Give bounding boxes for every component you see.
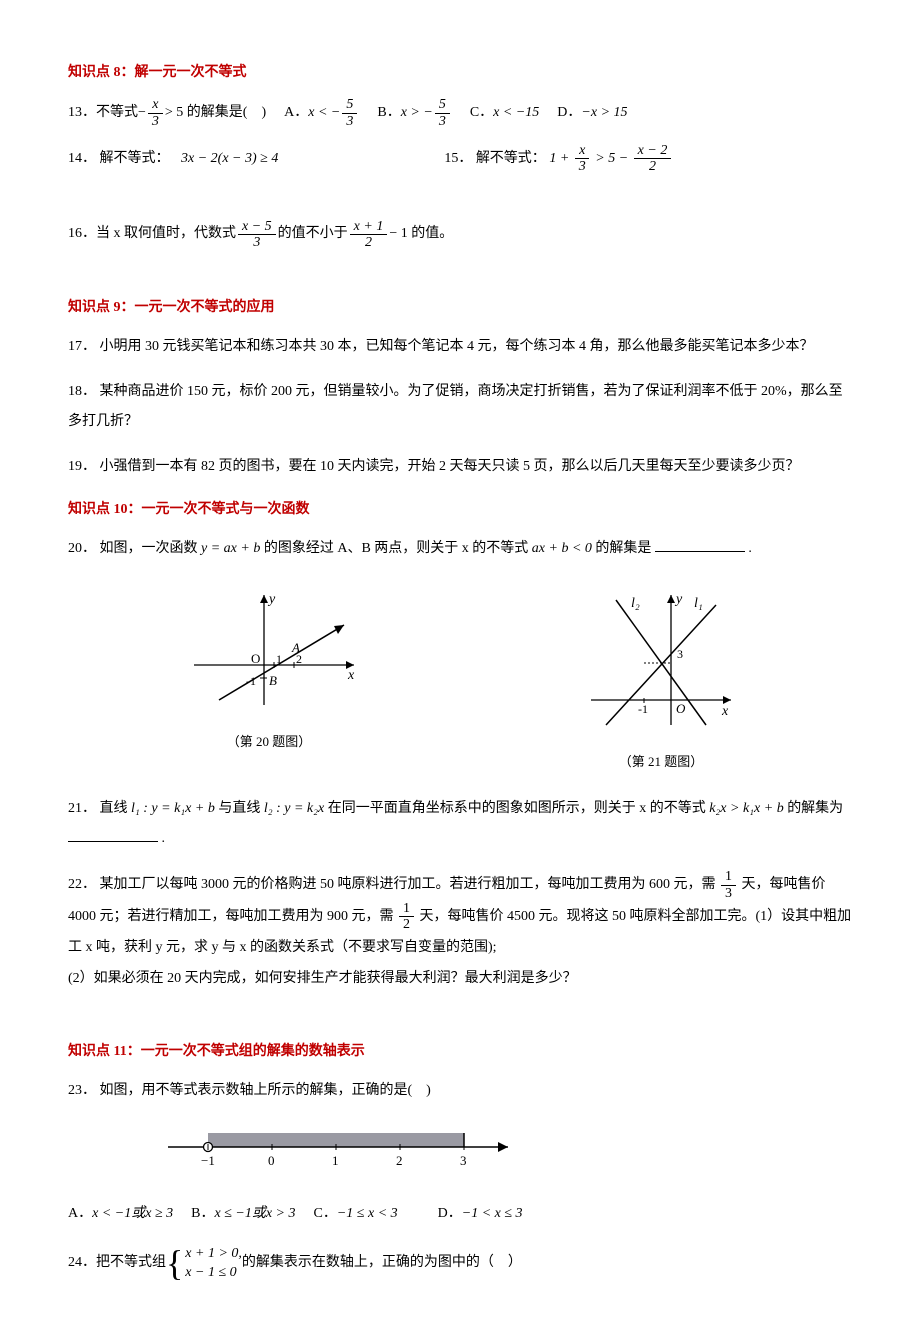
svg-text:x: x (721, 704, 729, 719)
figure-21: y x l₂ l₁ O 3 -1 （第 21 题图） (576, 585, 746, 774)
fig21-svg: y x l₂ l₁ O 3 -1 (576, 585, 746, 735)
q22-frac2: 1 2 (399, 901, 414, 933)
q16-frac1: x − 5 3 (238, 219, 276, 251)
q24: 24． 把不等式组 { x + 1 > 0, x − 1 ≤ 0 的解集表示在数… (68, 1244, 852, 1283)
svg-text:A: A (291, 640, 300, 655)
section-9-title: 知识点 9：一元一次不等式的应用 (68, 295, 852, 320)
q17: 17． 小明用 30 元钱买笔记本和练习本共 30 本，已知每个笔记本 4 元，… (68, 332, 852, 363)
q13-pre: 不等式 (96, 98, 138, 129)
q16-post: − 1 的值。 (389, 219, 453, 250)
svg-text:-1: -1 (638, 702, 648, 716)
q23-numberline: −1 0 1 2 3 (148, 1123, 852, 1187)
q16-mid: 的值不小于 (278, 219, 348, 250)
q15-frac2: x − 2 2 (634, 143, 672, 175)
q13: 13． 不等式 − x 3 > 5 的解集是( ) A． x < − 5 3 B… (68, 97, 852, 129)
fig20-svg: y x O 1 2 -1 A B (174, 585, 364, 715)
spacer (68, 1009, 852, 1039)
q13-frac: x 3 (148, 97, 163, 129)
svg-text:3: 3 (677, 647, 683, 661)
svg-text:l₁: l₁ (694, 596, 703, 611)
spacer (68, 189, 852, 219)
svg-text:−1: −1 (201, 1153, 215, 1168)
q14-expr: 3x − 2(x − 3) ≥ 4 (181, 151, 278, 166)
svg-text:l₂: l₂ (631, 596, 640, 611)
q15-frac1: x 3 (575, 143, 590, 175)
q16-num: 16． (68, 219, 96, 250)
figure-row: y x O 1 2 -1 A B （第 20 题图） y x l₂ l₁ O (68, 585, 852, 774)
q14-text: 解不等式： (100, 151, 170, 166)
fig21-caption: （第 21 题图） (576, 750, 746, 773)
svg-text:B: B (269, 673, 277, 688)
svg-text:1: 1 (332, 1153, 339, 1168)
q14-num: 14． (68, 151, 96, 166)
svg-text:y: y (267, 592, 276, 607)
q13-optD-lbl: D． (557, 98, 581, 129)
svg-text:y: y (674, 592, 683, 607)
q21-blank (68, 828, 158, 842)
svg-text:0: 0 (268, 1153, 275, 1168)
q22: 22． 某加工厂以每吨 3000 元的价格购进 50 吨原料进行加工。若进行粗加… (68, 869, 852, 994)
section-10-title: 知识点 10：一元一次不等式与一次函数 (68, 497, 852, 522)
q15-text: 解不等式： (476, 151, 546, 166)
q19: 19． 小强借到一本有 82 页的图书，要在 10 天内读完，开始 2 天每天只… (68, 452, 852, 483)
svg-text:x: x (347, 668, 355, 683)
q14-q15: 14． 解不等式： 3x − 2(x − 3) ≥ 4 15． 解不等式： 1 … (68, 143, 852, 175)
q13-A-frac: 5 3 (342, 97, 357, 129)
q22-frac1: 1 3 (721, 869, 736, 901)
fig20-caption: （第 20 题图） (174, 730, 364, 753)
q16: 16． 当 x 取何值时，代数式 x − 5 3 的值不小于 x + 1 2 −… (68, 219, 852, 251)
q21: 21． 直线 l₁ : y = k₁x + b 与直线 l₂ : y = k₂x… (68, 794, 852, 856)
svg-text:O: O (251, 651, 260, 666)
q23: 23． 如图，用不等式表示数轴上所示的解集，正确的是( ) (68, 1076, 852, 1107)
q13-optC-lbl: C． (470, 98, 493, 129)
q15-num: 15． (444, 151, 472, 166)
q16-frac2: x + 1 2 (350, 219, 388, 251)
q13-mid: > 5 的解集是( ) (165, 98, 266, 129)
q20: 20． 如图，一次函数 y = ax + b 的图象经过 A、B 两点，则关于 … (68, 534, 852, 565)
q16-pre: 当 x 取何值时，代数式 (96, 219, 236, 250)
q23-options: A． x < −1或x ≥ 3 B． x ≤ −1或x > 3 C． −1 ≤ … (68, 1199, 852, 1230)
section-8-title: 知识点 8：解一元一次不等式 (68, 60, 852, 85)
q13-B-frac: 5 3 (435, 97, 450, 129)
svg-text:-1: -1 (246, 674, 256, 688)
svg-text:O: O (676, 701, 686, 716)
q13-num: 13． (68, 98, 96, 129)
q24-system: { x + 1 > 0, x − 1 ≤ 0 (166, 1244, 242, 1283)
spacer (68, 265, 852, 295)
svg-text:3: 3 (460, 1153, 467, 1168)
svg-text:2: 2 (396, 1153, 403, 1168)
q18: 18． 某种商品进价 150 元，标价 200 元，但销量较小。为了促销，商场决… (68, 377, 852, 439)
q13-optA-lbl: A． (284, 98, 308, 129)
section-11-title: 知识点 11：一元一次不等式组的解集的数轴表示 (68, 1039, 852, 1064)
q20-blank (655, 538, 745, 552)
svg-text:1: 1 (276, 652, 282, 666)
q13-optB-lbl: B． (377, 98, 400, 129)
figure-20: y x O 1 2 -1 A B （第 20 题图） (174, 585, 364, 774)
